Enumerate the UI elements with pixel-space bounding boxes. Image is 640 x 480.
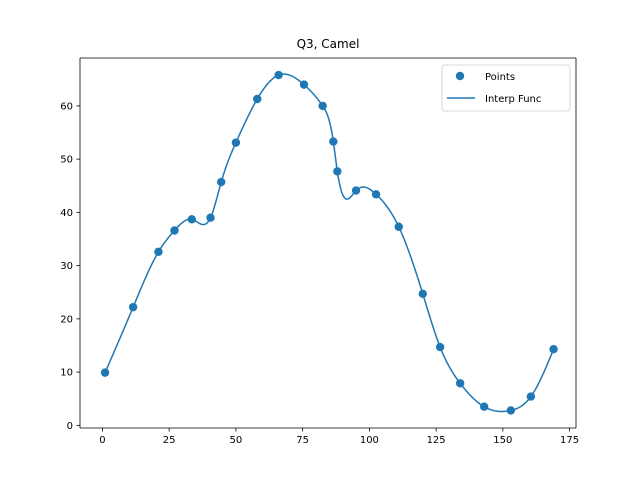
y-tick-label: 0 (67, 421, 73, 432)
legend-label-points: Points (485, 72, 515, 83)
y-tick-label: 20 (60, 314, 73, 325)
legend-box (441, 64, 571, 112)
data-point (206, 213, 215, 222)
x-tick-label: 100 (360, 435, 379, 446)
x-tick-label: 150 (493, 435, 512, 446)
data-point (506, 406, 516, 415)
x-tick-label: 75 (296, 435, 309, 446)
x-tick-label: 25 (163, 435, 176, 446)
data-point (329, 137, 338, 146)
data-point (154, 247, 163, 256)
y-tick-label: 60 (60, 101, 73, 112)
data-point (318, 101, 327, 111)
data-point (549, 345, 558, 354)
data-point (170, 226, 179, 235)
x-tick-label: 50 (230, 435, 243, 446)
x-tick-label: 175 (560, 435, 579, 446)
y-tick-label: 30 (60, 261, 73, 272)
data-point (394, 222, 403, 231)
x-tick-label: 125 (427, 435, 446, 446)
legend-label-interp-func: Interp Func (485, 94, 541, 105)
data-point (231, 138, 241, 147)
x-tick-label: 0 (99, 435, 105, 446)
data-point (274, 70, 283, 80)
data-point (128, 302, 138, 312)
y-tick-label: 40 (60, 208, 73, 219)
axes: 0 25 50 75 100 125 150 175 0 10 20 30 40 50 60 (60, 57, 579, 446)
chart-title: Q3, Camel (297, 37, 360, 51)
data-point (418, 289, 427, 299)
plot-area (100, 70, 558, 415)
data-point (299, 80, 309, 89)
data-point (187, 215, 197, 224)
legend-marker-points (455, 71, 465, 81)
data-point (333, 167, 342, 176)
data-point (479, 402, 489, 411)
legend: Points Interp Func (441, 64, 571, 112)
data-point (371, 190, 381, 199)
y-tick-label: 10 (60, 368, 73, 379)
data-point (526, 392, 536, 401)
data-point (435, 342, 445, 352)
data-point (455, 379, 465, 388)
data-point (217, 177, 226, 187)
y-tick-label: 50 (60, 155, 73, 166)
data-point (351, 186, 361, 195)
series-line-interp-func (104, 73, 555, 413)
data-point (253, 94, 262, 104)
data-point (100, 368, 110, 377)
